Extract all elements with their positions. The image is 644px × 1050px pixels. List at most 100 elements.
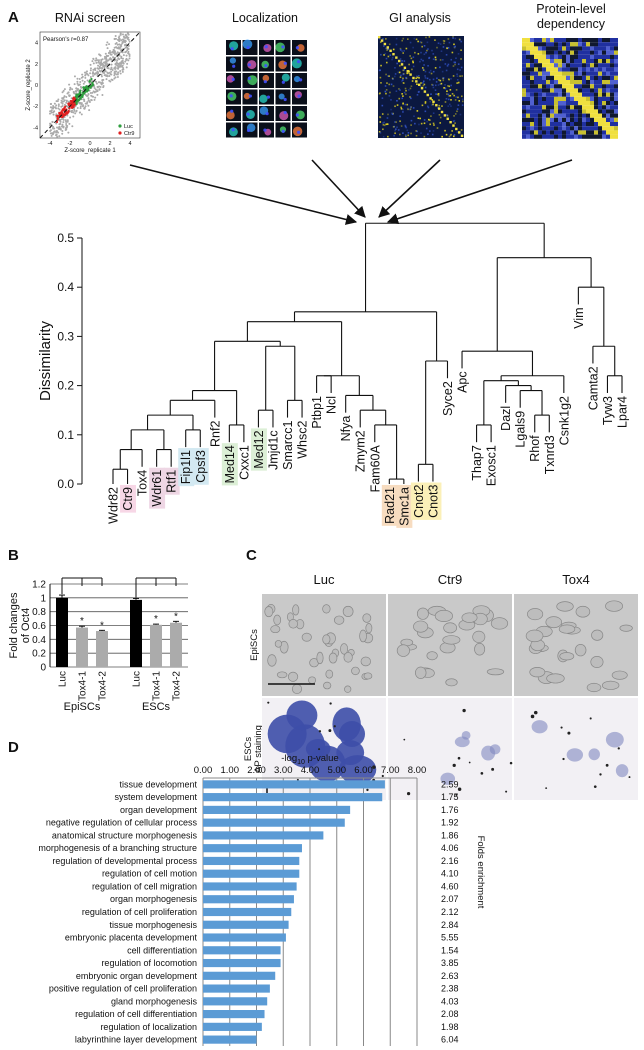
x-tick-label: -2 [68, 141, 73, 147]
scatter-dot [61, 100, 64, 103]
heat-cell [582, 122, 586, 127]
heat-cell [558, 92, 562, 97]
bar [203, 1010, 265, 1019]
heat-cell [425, 127, 428, 130]
heat-cell [546, 92, 550, 97]
scatter-dot [118, 43, 121, 46]
heat-cell [393, 134, 395, 137]
scatter-dot [115, 41, 118, 44]
nucleus [281, 45, 285, 49]
heat-cell [397, 129, 400, 131]
heat-cell [550, 67, 554, 72]
heat-cell [402, 77, 404, 80]
heat-cell [406, 107, 409, 110]
scatter-dot [95, 59, 98, 62]
heat-cell [429, 97, 432, 100]
heat-cell [424, 86, 427, 89]
x-axis-label: Z-score_replicate 1 [64, 148, 116, 154]
heat-cell [410, 57, 413, 60]
heat-cell [402, 132, 404, 134]
cell [591, 629, 604, 641]
heat-cell [586, 130, 590, 135]
heat-cell [410, 97, 412, 100]
heat-cell [419, 85, 422, 88]
bar [203, 856, 300, 866]
heat-cell [546, 71, 550, 76]
heat-cell [562, 92, 566, 97]
heat-cell [594, 122, 598, 127]
heat-cell [610, 80, 614, 85]
category-label: regulation of cell proliferation [82, 907, 197, 917]
enrichment-label: 1.76 [441, 805, 459, 815]
scatter-dot [58, 123, 61, 126]
heat-cell [417, 83, 421, 86]
heat-cell [590, 126, 594, 131]
heat-cell [526, 75, 530, 80]
leaf-label: Dazl [499, 406, 513, 431]
heat-cell [426, 93, 429, 97]
scatter-dot [66, 119, 69, 122]
heat-cell [590, 63, 594, 68]
scatter-dot [76, 80, 79, 83]
bar [170, 622, 182, 667]
heat-cell [445, 69, 448, 72]
heat-cell [570, 105, 574, 110]
nucleus [247, 63, 251, 67]
heat-cell [594, 105, 598, 110]
heat-cell [534, 117, 538, 122]
heat-cell [395, 56, 398, 59]
heat-cell [606, 84, 610, 89]
heat-cell [453, 94, 455, 97]
heat-cell [582, 59, 586, 64]
heat-cell [586, 117, 590, 122]
scatter-dot [120, 57, 123, 60]
heat-cell [394, 73, 397, 75]
heat-cell [399, 76, 402, 78]
heat-cell [562, 59, 566, 64]
scatter-dot [92, 68, 95, 71]
heat-cell [416, 130, 418, 133]
heat-cell [590, 59, 594, 64]
heat-cell [606, 126, 610, 131]
heat-cell [457, 104, 460, 107]
heat-cell [526, 130, 530, 135]
cell [323, 681, 332, 690]
heat-cell [590, 38, 594, 43]
scatter-dot [63, 103, 66, 106]
heat-cell [602, 54, 606, 59]
scatter-dot [97, 71, 100, 74]
heat-cell [534, 84, 538, 89]
heat-cell [594, 80, 598, 85]
heat-cell [438, 79, 440, 81]
gi-heatmap [378, 36, 464, 138]
heat-cell [610, 134, 614, 139]
heat-cell [522, 88, 526, 93]
heat-cell [550, 105, 554, 110]
heat-cell [606, 63, 610, 68]
x-tick-label: 3.00 [274, 765, 293, 776]
y-tick-label: 0.0 [57, 477, 74, 491]
heat-cell [582, 88, 586, 93]
rnai-scatter: Pearson's r=0.87-4 -2 0 2 4-4-2024Z-score_re… [26, 31, 141, 154]
column-header: Ctr9 [438, 572, 463, 587]
heat-cell [590, 67, 594, 72]
debris [509, 761, 513, 765]
y-axis-label: Dissimilarity [37, 321, 54, 401]
heat-cell [546, 105, 550, 110]
heat-cell [405, 47, 408, 50]
heat-cell [574, 126, 578, 131]
scatter-dot [50, 134, 53, 137]
heat-cell [455, 89, 458, 91]
heat-cell [542, 122, 546, 127]
heat-cell [582, 126, 586, 131]
heat-cell [610, 50, 614, 55]
scatter-dot [128, 40, 131, 43]
heat-cell [432, 78, 435, 81]
debris [366, 788, 369, 792]
heat-cell [445, 97, 448, 100]
heat-cell [448, 95, 451, 97]
heat-cell [451, 130, 453, 132]
bar [203, 933, 286, 942]
heat-cell [379, 116, 381, 118]
heat-cell [574, 96, 578, 101]
